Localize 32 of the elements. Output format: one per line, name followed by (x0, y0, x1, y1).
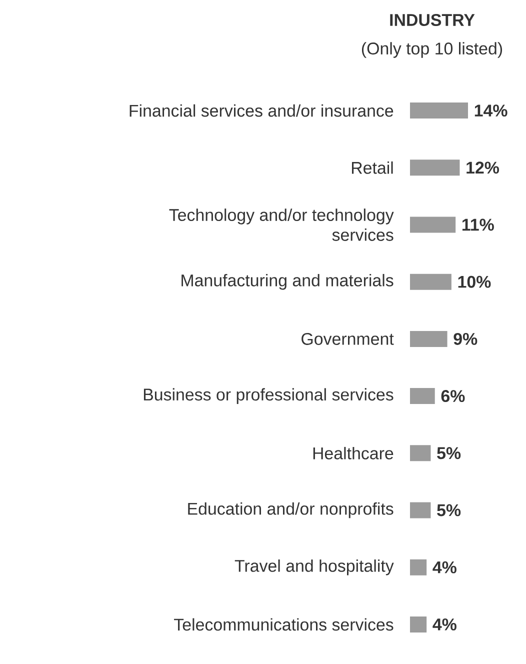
y-tick-label: Retail (352, 161, 393, 174)
y-tick-label: Manufacturing and materials (182, 274, 394, 290)
y-tick-label: Government (302, 332, 394, 345)
bar (410, 445, 431, 462)
data-label: 12% (466, 162, 499, 174)
y-tick-label: Telecommunications services (174, 618, 394, 631)
bar (410, 102, 468, 119)
data-label: 6% (441, 390, 465, 402)
y-tick-label: Travel and hospitality (234, 559, 394, 576)
bar (410, 216, 456, 233)
y-tick-label: Education and/or nonprofits (188, 502, 394, 518)
data-label: 5% (437, 504, 461, 516)
data-label: 10% (458, 276, 491, 288)
bar (410, 388, 435, 404)
bar (410, 502, 431, 518)
data-label: 4% (432, 618, 456, 630)
bar (410, 330, 448, 347)
data-label: 14% (474, 104, 508, 116)
y-tick-label: Business or professional services (144, 388, 394, 404)
bar (410, 616, 427, 632)
chart-subtitle: (Only top 10 listed) (362, 42, 502, 58)
data-label: 4% (432, 561, 456, 574)
bar (410, 274, 452, 290)
chart-title: INDUSTRY (390, 14, 475, 26)
y-tick-label: Technology and/or technology services (169, 208, 394, 241)
bar (410, 559, 427, 576)
y-tick-label: Financial services and/or insurance (130, 104, 394, 117)
data-label: 11% (462, 218, 494, 231)
bar (410, 160, 460, 176)
y-tick-label: Healthcare (313, 446, 394, 460)
data-label: 9% (454, 332, 478, 345)
data-label: 5% (437, 447, 461, 460)
